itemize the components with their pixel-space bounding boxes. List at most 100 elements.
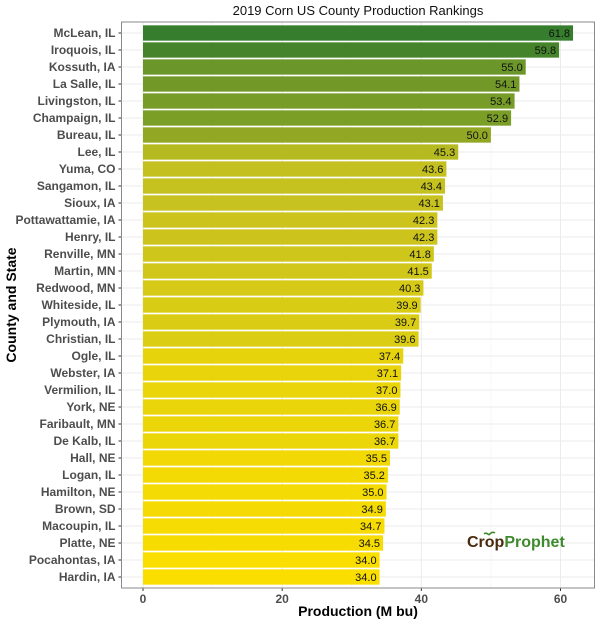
bar — [143, 280, 424, 296]
y-tick-label: Whiteside, IL — [41, 298, 115, 312]
y-tick-label: Renville, MN — [44, 247, 115, 261]
y-tick-label: Plymouth, IA — [42, 315, 116, 329]
bar — [143, 331, 419, 347]
x-tick-label: 60 — [554, 592, 568, 606]
y-tick-label: Webster, IA — [50, 366, 115, 380]
x-axis-title: Production (M bu) — [298, 603, 418, 619]
bar — [143, 246, 434, 262]
data-label: 34.7 — [360, 521, 381, 533]
panel-border — [121, 21, 595, 589]
bar — [143, 484, 387, 500]
bar — [143, 365, 402, 381]
data-label: 39.9 — [396, 300, 417, 312]
y-tick-label: Platte, NE — [59, 536, 115, 550]
bar — [143, 467, 388, 483]
bar — [143, 127, 491, 143]
data-label: 43.6 — [422, 164, 443, 176]
data-label: 55.0 — [501, 62, 522, 74]
data-label: 39.7 — [395, 317, 416, 329]
bar — [143, 144, 459, 160]
x-tick-label: 0 — [140, 592, 147, 606]
y-tick-label: Faribault, MN — [39, 417, 115, 431]
data-label: 40.3 — [399, 283, 420, 295]
bar — [143, 161, 447, 177]
bar — [143, 42, 560, 58]
y-tick-label: Macoupin, IL — [42, 519, 115, 533]
y-tick-label: Lee, IL — [77, 145, 115, 159]
data-label: 41.5 — [407, 266, 428, 278]
bar — [143, 263, 432, 279]
y-tick-label: Kossuth, IA — [49, 60, 116, 74]
data-label: 34.5 — [359, 538, 380, 550]
y-tick-label: Bureau, IL — [57, 128, 116, 142]
y-tick-label: Pottawattamie, IA — [15, 213, 115, 227]
bar — [143, 59, 526, 75]
y-tick-label: Sioux, IA — [64, 196, 116, 210]
data-label: 36.9 — [375, 402, 396, 414]
data-label: 52.9 — [487, 113, 508, 125]
sprout-icon — [483, 531, 496, 536]
data-label: 54.1 — [495, 79, 516, 91]
data-label: 34.9 — [361, 504, 382, 516]
bar — [143, 76, 520, 92]
bar — [143, 297, 421, 313]
data-label: 42.3 — [413, 215, 434, 227]
bar — [143, 25, 574, 41]
y-tick-label: York, NE — [66, 400, 115, 414]
y-tick-label: Pocahontas, IA — [29, 553, 116, 567]
chart-title: 2019 Corn US County Production Rankings — [233, 3, 484, 18]
data-label: 34.0 — [355, 555, 376, 567]
svg-text:CropProphet: CropProphet — [467, 534, 565, 551]
data-label: 37.1 — [377, 368, 398, 380]
data-label: 36.7 — [374, 436, 395, 448]
x-tick-label: 40 — [415, 592, 429, 606]
y-tick-label: Yuma, CO — [59, 162, 116, 176]
data-label: 50.0 — [466, 130, 487, 142]
y-tick-label: Iroquois, IL — [51, 43, 116, 57]
y-tick-label: Brown, SD — [55, 502, 116, 516]
data-label: 42.3 — [413, 232, 434, 244]
y-tick-label: Vermilion, IL — [44, 383, 115, 397]
bar — [143, 501, 386, 517]
y-tick-label: Hall, NE — [70, 451, 115, 465]
bar — [143, 93, 515, 109]
data-label: 34.0 — [355, 572, 376, 584]
data-label: 36.7 — [374, 419, 395, 431]
y-tick-label: Henry, IL — [65, 230, 115, 244]
data-label: 35.5 — [366, 453, 387, 465]
data-label: 37.0 — [376, 385, 397, 397]
bar — [143, 535, 384, 551]
data-label: 35.0 — [362, 487, 383, 499]
x-tick-label: 20 — [275, 592, 289, 606]
data-label: 41.8 — [409, 249, 430, 261]
bar — [143, 212, 438, 228]
y-tick-label: Hamilton, NE — [41, 485, 116, 499]
y-tick-label: Martin, MN — [54, 264, 115, 278]
bar — [143, 195, 443, 211]
bar — [143, 399, 400, 415]
y-tick-label: Logan, IL — [62, 468, 115, 482]
y-tick-label: Hardin, IA — [59, 570, 116, 584]
y-tick-label: Christian, IL — [46, 332, 115, 346]
bar — [143, 569, 380, 585]
y-tick-label: La Salle, IL — [53, 77, 116, 91]
bar — [143, 518, 385, 534]
data-label: 53.4 — [490, 96, 511, 108]
bar — [143, 314, 420, 330]
bar — [143, 552, 380, 568]
y-tick-label: Redwood, MN — [36, 281, 115, 295]
data-label: 43.1 — [418, 198, 439, 210]
y-tick-label: Ogle, IL — [71, 349, 115, 363]
y-tick-label: De Kalb, IL — [53, 434, 115, 448]
bar — [143, 433, 399, 449]
data-label: 61.8 — [549, 28, 570, 40]
y-axis-labels: McLean, IL Iroquois, IL Kossuth, IA La Sall… — [15, 26, 122, 584]
data-label: 45.3 — [434, 147, 455, 159]
data-label: 39.6 — [394, 334, 415, 346]
cropprophet-logo: CropProphet — [467, 531, 565, 551]
bars: 61.8 59.8 55.0 54.1 53.4 52.950.0 45.3 43.6 43.4… — [143, 25, 574, 585]
bar — [143, 348, 404, 364]
bar — [143, 229, 438, 245]
y-tick-label: McLean, IL — [53, 26, 115, 40]
